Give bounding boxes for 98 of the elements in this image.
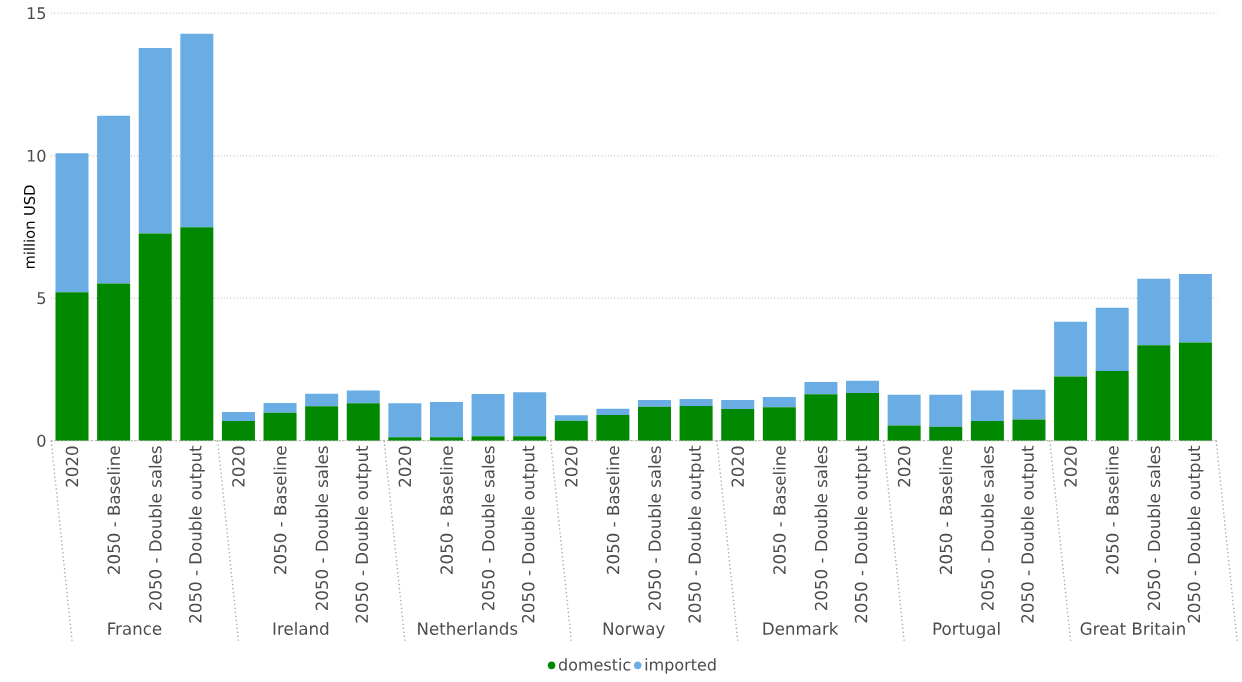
x-tick-label: 2050 - Double sales [148,446,162,611]
bar [471,436,505,441]
bar [1095,307,1129,371]
bar [846,380,880,394]
bar [554,420,588,441]
x-tick-label: 2050 - Baseline [1105,446,1119,574]
x-tick-label: 2050 - Double output [1020,445,1038,623]
x-tick-label: 2020 [398,446,412,487]
y-tick-label: 5 [37,292,46,305]
text: Portugal [933,622,1000,639]
bar [1012,389,1046,420]
bar [471,393,505,437]
x-tick-label: 2020 [232,446,245,487]
bar [762,407,796,441]
bar [346,403,380,441]
x-tick-label: 2020 [65,446,79,487]
bar [138,233,172,441]
bar [887,425,921,441]
bar [1137,278,1171,346]
bar [221,421,255,441]
bar [305,393,339,407]
bar [388,403,422,438]
x-tick-label: 2050 - Double sales [481,446,495,611]
x-tick-label: 2020 [897,446,911,487]
bar [970,421,1004,441]
bar [721,409,755,441]
bar [180,227,214,441]
x-tick-label: 2050 - Double output [854,445,871,623]
bar [429,401,463,438]
x-tick-label: 2050 - Baseline [772,446,786,574]
bar [638,406,672,441]
x-tick-label: 2050 - Double sales [980,446,994,611]
bar [263,412,297,441]
bar [55,292,89,441]
bar [721,399,755,410]
legend-label: domestic [558,658,631,671]
x-tick-label: 2050 - Baseline [939,446,953,574]
bar [554,415,588,421]
bar [1012,419,1046,441]
y-tick-label: 10 [27,149,46,162]
x-tick-label: 2020 [731,446,745,487]
bar [596,408,630,416]
bar [97,115,131,284]
bar [970,390,1004,422]
bar [513,392,547,437]
text: Great Britain [1080,622,1185,635]
bar [804,382,838,395]
text: France [108,622,162,635]
y-tick-label: 15 [27,7,46,20]
x-tick-label: 2050 - Baseline [273,446,287,574]
bar [1137,345,1171,441]
bar [929,394,963,427]
y-axis-title: million USD [23,185,35,269]
bar [97,283,131,441]
bar [180,33,214,228]
bar [138,48,172,234]
bar [1095,370,1129,441]
y-tick-label: 0 [37,434,46,447]
bar [596,415,630,441]
bar [388,437,422,441]
x-tick-label: 2020 [1064,446,1077,487]
bar [263,403,297,413]
x-tick-label: 2050 - Double sales [315,446,329,611]
bar [1178,274,1212,343]
bar [1178,342,1212,441]
bar [762,397,796,408]
x-tick-label: 2050 - Double sales [1147,446,1161,611]
bar [429,437,463,441]
x-tick-label: 2050 - Baseline [606,446,620,574]
x-tick-label: 2050 - Double sales [648,446,661,611]
bar [305,406,339,441]
x-tick-label: 2050 - Double output [188,445,205,623]
text: Ireland [273,622,329,635]
x-tick-label: 2020 [564,446,578,487]
bar [846,393,880,441]
x-tick-label: 2050 - Baseline [107,446,121,574]
bar [346,390,380,404]
x-tick-label: 2050 - Double output [1187,445,1204,623]
bar [1054,321,1088,377]
x-tick-label: 2050 - Double output [355,445,372,623]
x-tick-label: 2050 - Baseline [440,446,453,574]
text: Norway [603,622,665,639]
x-tick-label: 2050 - Double sales [814,446,828,611]
bar [55,153,89,293]
text: Netherlands [418,622,518,635]
bar [679,399,713,406]
text: Denmark [763,622,839,635]
bar [638,399,672,407]
legend-label: imported [645,658,716,674]
bar [679,405,713,441]
bar [804,394,838,441]
bar [929,426,963,441]
bar [887,394,921,426]
x-tick-label: 2050 - Double output [688,445,705,623]
bar [513,436,547,441]
bar [1054,376,1088,441]
x-tick-label: 2050 - Double output [521,445,538,623]
bar [221,411,255,422]
